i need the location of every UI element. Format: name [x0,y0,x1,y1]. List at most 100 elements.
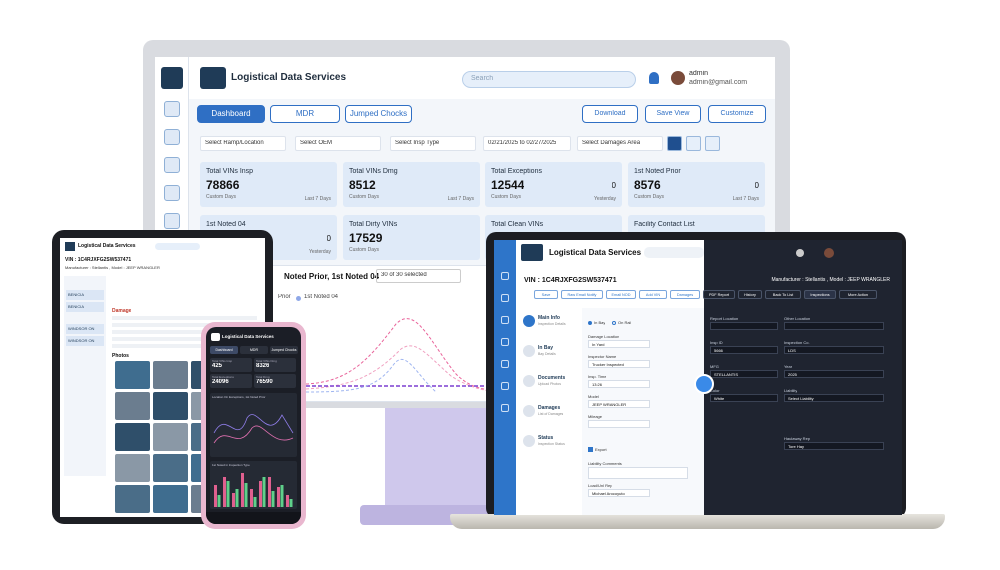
location-item[interactable]: BENICIA [66,302,104,312]
nav-icon[interactable] [164,213,180,229]
phone-tab[interactable]: MDR [240,346,268,354]
filter-button[interactable] [686,136,701,151]
filter-select[interactable]: 02/21/2025 to 02/27/2025 [483,136,571,151]
field-input[interactable]: Tore Hay [784,442,884,450]
nav-icon[interactable] [501,294,509,302]
location-item[interactable]: WINDSOR ON [66,336,104,346]
search-box[interactable]: Search [462,71,636,88]
card-caption: Custom Days [634,194,665,200]
field-input[interactable]: In Yard [588,340,650,348]
step-icon [523,345,535,357]
chart-shape [305,358,437,393]
filter-button[interactable] [667,136,682,151]
photo-thumbnail[interactable] [115,423,150,451]
card-period: Last 7 Days [447,196,474,202]
radio-button[interactable] [588,321,592,325]
chart-shape [286,495,289,507]
nav-icon[interactable] [501,382,509,390]
field-label: Year [784,364,793,369]
action-button[interactable]: Save View [645,105,701,123]
toolbar-button[interactable]: More Action [839,290,877,299]
toolbar-button[interactable]: History [738,290,762,299]
toggle-button[interactable] [694,374,714,394]
phone-tab[interactable]: Jumped Chocks [270,346,298,354]
photo-thumbnail[interactable] [153,392,188,420]
textarea[interactable] [588,467,688,479]
nav-icon[interactable] [164,185,180,201]
toolbar-button[interactable]: Damages [670,290,700,299]
chart-shape [271,491,275,507]
toolbar-button[interactable]: Save [534,290,558,299]
photo-thumbnail[interactable] [153,485,188,513]
filter-select[interactable]: Select Insp Type [390,136,476,151]
chart-shape [232,493,235,507]
toolbar-button[interactable]: Raw Email Notify [561,290,603,299]
damage-row [112,344,257,348]
field-input[interactable]: LDS [784,346,884,354]
nav-icon[interactable] [501,272,509,280]
field-input[interactable]: 5666 [710,346,778,354]
action-button[interactable]: Download [582,105,638,123]
nav-icon[interactable] [164,157,180,173]
filter-button[interactable] [705,136,720,151]
field-input[interactable]: Select Liability [784,394,884,402]
field-input[interactable]: Trucker Inspected [588,360,650,368]
chart-shape [213,425,294,444]
photo-thumbnail[interactable] [115,485,150,513]
tab-label: MDR [295,109,315,118]
photo-thumbnail[interactable] [115,454,150,482]
location-item[interactable]: BENICIA [66,290,104,300]
field-input[interactable] [710,322,778,330]
tab[interactable]: Dashboard [197,105,265,123]
field-input[interactable] [588,420,650,428]
selection-dropdown[interactable]: 30 of 30 selected [376,269,461,283]
toolbar-button[interactable]: PDF Report [703,290,735,299]
photo-thumbnail[interactable] [153,361,188,389]
action-button[interactable]: Customize [708,105,766,123]
chart-shape [280,485,284,507]
radio-button[interactable] [612,321,616,325]
field-input[interactable]: Michael Arocoyuto [588,489,650,497]
tab[interactable]: Jumped Chocks [345,105,412,123]
theme-icon[interactable] [796,249,804,257]
photo-thumbnail[interactable] [153,423,188,451]
field-input[interactable] [784,322,884,330]
location-item[interactable]: WINDSOR ON [66,324,104,334]
chart-graphic [305,318,517,395]
filter-select[interactable]: Select OEM [295,136,381,151]
filter-select[interactable]: Select Ramp/Location [200,136,286,151]
chart-shape [250,489,253,507]
toolbar-button[interactable]: Back To List [765,290,801,299]
field-input[interactable]: 13:26 [588,380,650,388]
field-input[interactable]: 2025 [784,370,884,378]
chart-shape [268,477,271,507]
toolbar-button[interactable]: Add VIN [639,290,667,299]
field-label: Load/Unl Rep [588,483,613,488]
nav-icon[interactable] [501,404,509,412]
phone-tab[interactable]: Dashboard [210,346,238,354]
chart-shape [305,345,517,395]
toolbar-button[interactable]: Email NOD [606,290,636,299]
legend-label: 1st Noted 04 [304,294,339,300]
chart-shape [305,318,517,393]
nav-icon[interactable] [164,129,180,145]
nav-icon[interactable] [501,360,509,368]
nav-icon[interactable] [501,338,509,346]
photo-thumbnail[interactable] [115,392,150,420]
action-label: Download [594,110,626,117]
tab[interactable]: MDR [270,105,340,123]
search-box[interactable] [644,247,704,258]
photo-thumbnail[interactable] [115,361,150,389]
notification-bell[interactable] [649,72,659,84]
field-input[interactable]: White [710,394,778,402]
nav-icon[interactable] [164,101,180,117]
filter-select[interactable]: Select Damages Area [577,136,663,151]
nav-icon[interactable] [501,316,509,324]
toolbar-button[interactable]: Inspections [804,290,836,299]
field-input[interactable]: JEEP WRANGLER [588,400,650,408]
checkbox[interactable] [588,447,593,452]
field-input[interactable]: STELLANTIS [710,370,778,378]
selection-label: 30 of 30 selected [381,272,427,278]
photo-thumbnail[interactable] [153,454,188,482]
chart-shape [214,485,217,507]
